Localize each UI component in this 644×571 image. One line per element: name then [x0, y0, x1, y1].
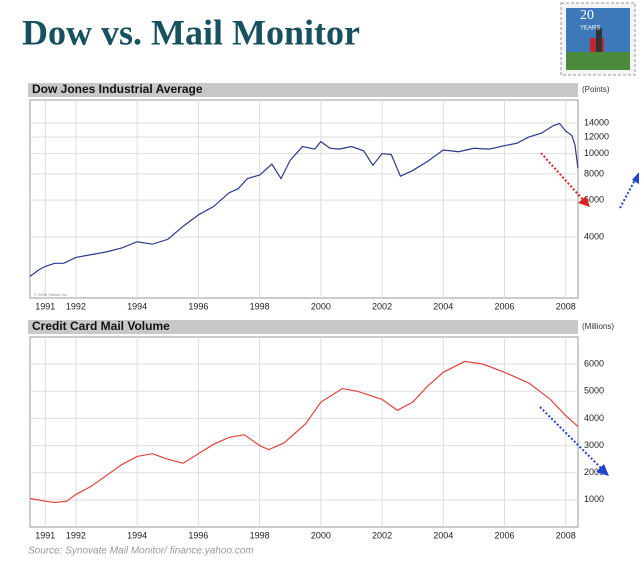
- y-tick-label: 4000: [584, 413, 604, 423]
- data-line: [29, 360, 579, 504]
- x-tick-label: 1996: [188, 530, 208, 540]
- y-tick-label: 3000: [584, 440, 604, 450]
- x-tick-label: 2008: [556, 301, 576, 311]
- x-tick-label: 2006: [495, 530, 515, 540]
- x-tick-label: 1992: [66, 530, 86, 540]
- chart-header: [28, 83, 578, 97]
- slide-title: Dow vs. Mail Monitor: [22, 12, 360, 52]
- copyright-note: © 2006 Yahoo! Inc.: [34, 292, 68, 297]
- y-tick-label: 5000: [584, 386, 604, 396]
- stamp-label: YEARS: [580, 26, 600, 32]
- x-tick-label: 1994: [127, 530, 147, 540]
- chart-header: [28, 320, 578, 334]
- y-tick-label: 14000: [584, 117, 609, 127]
- plot-area: [29, 99, 579, 299]
- y-tick-label: 6000: [584, 195, 604, 205]
- y-tick-label: 2000: [584, 467, 604, 477]
- x-tick-label: 1991: [35, 530, 55, 540]
- stamp-number: 20: [580, 8, 594, 23]
- stamp: 20 YEARS: [560, 2, 636, 76]
- x-tick-label: 2000: [311, 301, 331, 311]
- arrows: [539, 152, 639, 476]
- x-tick-label: 1991: [35, 301, 55, 311]
- x-tick-label: 1996: [188, 301, 208, 311]
- source-note: Source: Synovate Mail Monitor/ finance.y…: [28, 546, 254, 557]
- plot-area: [29, 336, 579, 528]
- x-tick-label: 2008: [556, 530, 576, 540]
- x-tick-label: 1998: [250, 530, 270, 540]
- x-tick-label: 2004: [433, 530, 453, 540]
- y-tick-label: 6000: [584, 359, 604, 369]
- x-tick-label: 2004: [433, 301, 453, 311]
- x-tick-label: 2002: [372, 301, 392, 311]
- unit-label: (Millions): [582, 322, 614, 331]
- y-tick-label: 12000: [584, 131, 609, 141]
- unit-label: (Points): [582, 85, 610, 94]
- x-tick-label: 2002: [372, 530, 392, 540]
- x-tick-label: 1994: [127, 301, 147, 311]
- y-tick-label: 1000: [584, 494, 604, 504]
- x-tick-label: 2000: [311, 530, 331, 540]
- chart-title: Dow Jones Industrial Average: [32, 82, 203, 96]
- y-tick-label: 4000: [584, 231, 604, 241]
- y-tick-label: 8000: [584, 168, 604, 178]
- y-tick-label: 10000: [584, 148, 609, 158]
- x-tick-label: 2006: [495, 301, 515, 311]
- x-tick-label: 1998: [250, 301, 270, 311]
- chart-title: Credit Card Mail Volume: [32, 319, 170, 333]
- x-tick-label: 1992: [66, 301, 86, 311]
- data-line: [29, 122, 579, 277]
